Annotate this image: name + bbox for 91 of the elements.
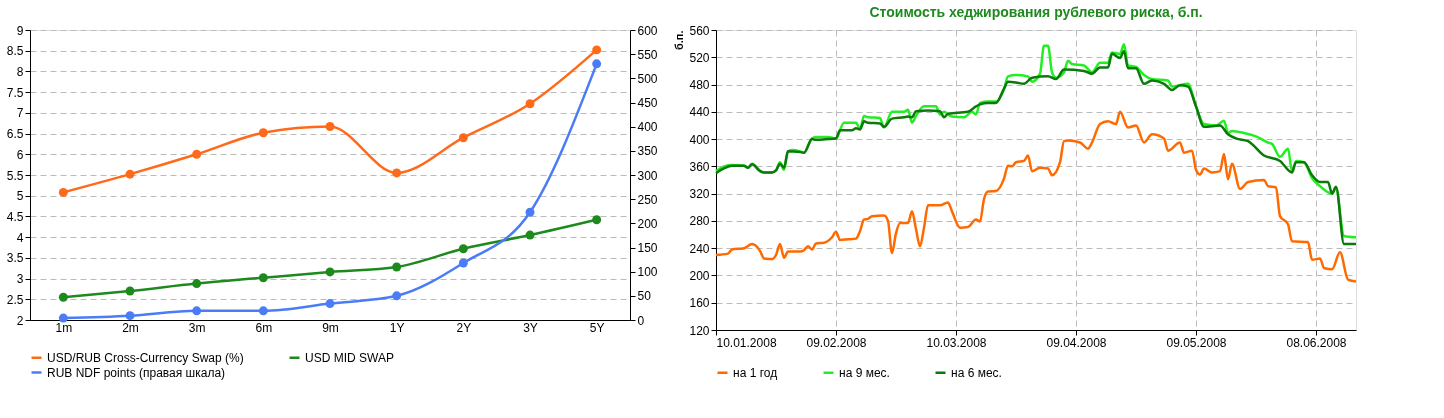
y-tick-label: 6 (16, 147, 24, 162)
y-tick-label: 240 (689, 241, 710, 256)
point (258, 306, 268, 316)
y-tick-label: 560 (689, 23, 710, 38)
x-tick-label: 09.04.2008 (1046, 335, 1107, 350)
point (392, 291, 402, 301)
y2-tick-label: 300 (637, 168, 658, 183)
x-tick-label: 10.01.2008 (716, 335, 777, 350)
point (325, 122, 335, 131)
y2-tick-label: 200 (637, 216, 658, 231)
y2-tick-label: 250 (637, 192, 658, 207)
y-tick-label: 120 (689, 323, 710, 338)
y2-tick-label: 50 (637, 289, 652, 304)
point (525, 207, 535, 217)
point (458, 133, 468, 143)
point (125, 169, 135, 179)
y-tick-label: 520 (689, 50, 710, 65)
y-tick-label: 440 (689, 105, 710, 120)
y-tick-label: 6.5 (6, 127, 24, 142)
point (58, 187, 68, 197)
point (192, 149, 202, 159)
y-axis-title: б.п. (673, 30, 686, 51)
y2-tick-label: 400 (637, 120, 658, 135)
y-tick-label: 9 (16, 23, 24, 38)
y2-tick-label: 0 (637, 313, 645, 328)
legend-label: на 6 мес. (951, 365, 1002, 380)
point (325, 299, 335, 309)
y-tick-label: 2 (16, 313, 24, 328)
x-tick-label: 2m (122, 320, 139, 335)
point (592, 215, 602, 225)
point (258, 273, 268, 283)
point (58, 292, 68, 302)
x-tick-label: 1Y (389, 320, 405, 335)
y-tick-label: 3.5 (6, 251, 24, 266)
point (458, 258, 468, 268)
legend-label: RUB NDF points (правая шкала) (47, 365, 226, 380)
x-tick-label: 5Y (589, 320, 605, 335)
y-tick-label: 5 (16, 189, 24, 204)
x-tick-label: 3m (188, 320, 206, 335)
y2-tick-label: 350 (637, 144, 658, 159)
x-tick-label: 9m (322, 320, 339, 335)
point (592, 45, 602, 55)
y-tick-label: 8 (16, 64, 24, 79)
line-series (714, 110, 1358, 283)
y-tick-label: 320 (689, 187, 710, 202)
point (325, 267, 335, 277)
y-tick-label: 5.5 (6, 168, 24, 183)
point (392, 168, 402, 178)
point (592, 59, 602, 69)
y2-tick-label: 550 (637, 47, 658, 62)
y2-tick-label: 450 (637, 96, 658, 110)
y2-tick-label: 100 (637, 265, 658, 280)
y-tick-label: 480 (689, 78, 710, 93)
y-tick-label: 200 (689, 268, 710, 283)
x-tick-label: 6m (255, 320, 273, 335)
y-tick-label: 3 (16, 272, 24, 287)
point (125, 286, 135, 296)
point (125, 311, 135, 321)
x-tick-label: 08.06.2008 (1286, 335, 1347, 350)
point (458, 244, 468, 254)
point (192, 279, 202, 289)
point (58, 313, 68, 323)
x-tick-label: 2Y (456, 320, 472, 335)
y-tick-label: 400 (689, 132, 710, 147)
legend-label: USD/RUB Cross-Currency Swap (%) (47, 350, 244, 365)
y-tick-label: 7 (16, 106, 24, 121)
y-tick-label: 360 (689, 159, 710, 174)
point (525, 99, 535, 109)
point (392, 262, 402, 272)
y-tick-label: 160 (689, 296, 710, 311)
point (192, 306, 202, 316)
y-tick-label: 2.5 (6, 292, 24, 307)
chart-title: Стоимость хеджирования рублевого риска, б.п. (869, 4, 1203, 20)
legend-label: на 1 год (733, 365, 778, 380)
y2-tick-label: 500 (637, 71, 658, 86)
y-tick-label: 7.5 (6, 85, 24, 100)
legend-label: USD MID SWAP (305, 350, 394, 365)
y2-tick-label: 150 (637, 241, 658, 255)
legend-label: на 9 мес. (839, 365, 890, 380)
x-tick-label: 1m (55, 320, 73, 335)
point (525, 230, 535, 240)
point (258, 128, 268, 138)
x-tick-label: 09.05.2008 (1166, 335, 1227, 350)
y-tick-label: 4 (16, 230, 24, 245)
x-tick-label: 3Y (523, 320, 538, 335)
y-tick-label: 280 (689, 214, 710, 229)
x-tick-label: 10.03.2008 (926, 335, 987, 350)
y-tick-label: 4.5 (6, 209, 24, 224)
y2-tick-label: 600 (637, 23, 658, 38)
x-tick-label: 09.02.2008 (806, 335, 867, 350)
y-tick-label: 8.5 (6, 44, 24, 59)
